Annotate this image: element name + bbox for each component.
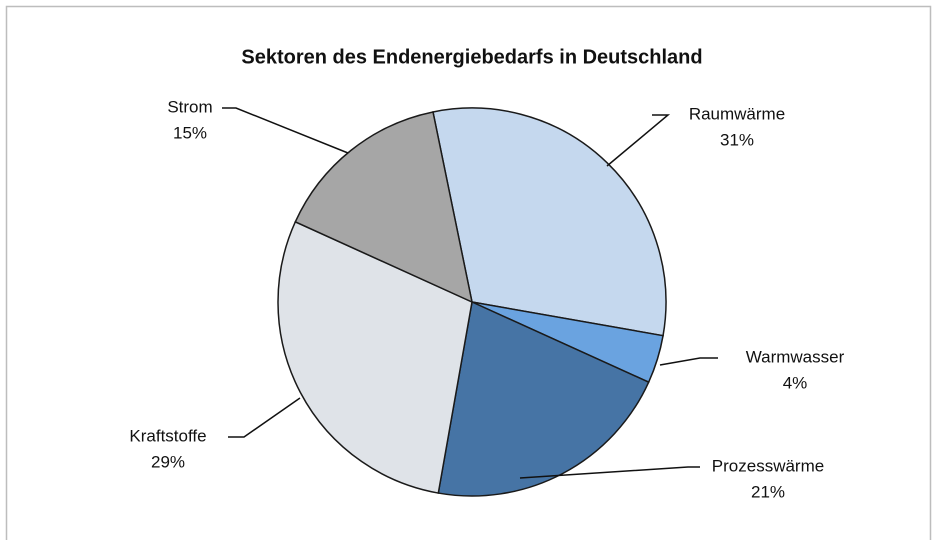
- slice-value-label: 4%: [783, 373, 808, 392]
- pie-slice: [277, 220, 473, 494]
- leader-line: [606, 114, 671, 167]
- slice-value-label: 21%: [751, 482, 785, 501]
- chart-title: Sektoren des Endenergiebedarfs in Deutsc…: [241, 46, 702, 68]
- leader-line: [519, 466, 700, 479]
- slice-label: Strom: [167, 97, 212, 116]
- leader-line: [222, 107, 349, 154]
- slice-label: Prozesswärme: [712, 456, 824, 475]
- pie-slice: [437, 300, 650, 497]
- slice-value-label: 15%: [173, 123, 207, 142]
- slice-label: Raumwärme: [689, 104, 785, 123]
- slice-value-label: 29%: [151, 452, 185, 471]
- slice-value-label: 31%: [720, 130, 754, 149]
- slice-label: Kraftstoffe: [129, 426, 206, 445]
- slice-label: Warmwasser: [746, 347, 845, 366]
- pie-slice: [294, 111, 474, 304]
- leader-line: [228, 397, 301, 438]
- leader-line: [659, 357, 718, 366]
